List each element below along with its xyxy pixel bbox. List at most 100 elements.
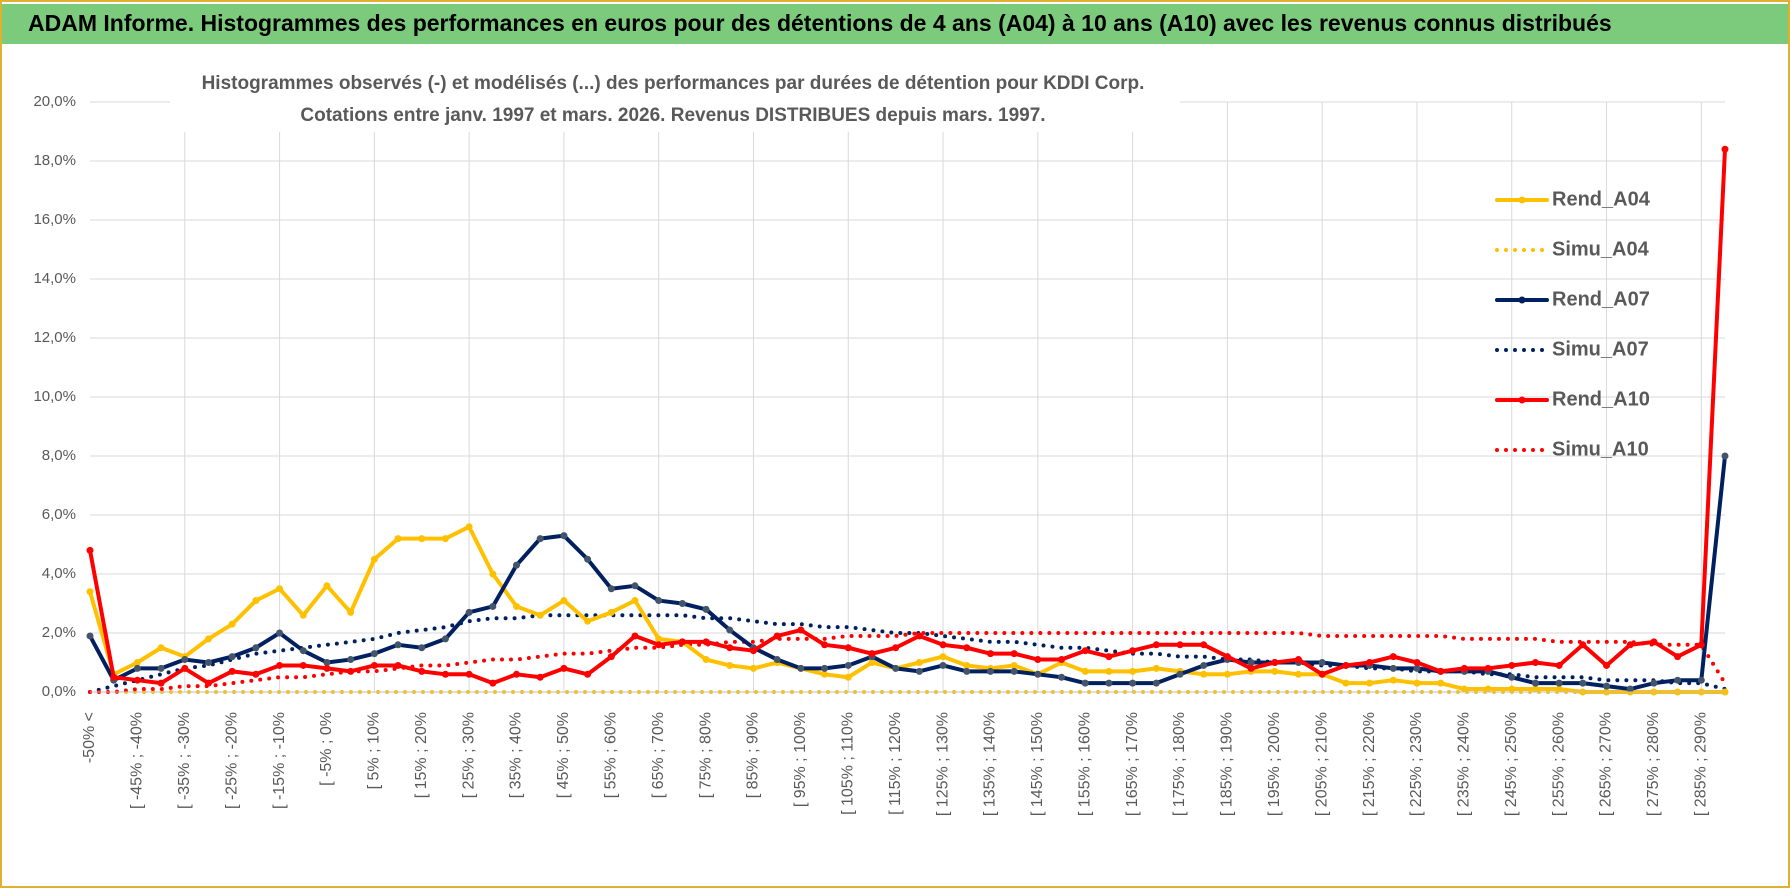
x-tick-label: [ 35% ; 40% (508, 712, 525, 798)
point (1389, 653, 1397, 661)
point (536, 535, 544, 543)
x-tick-label: [ 215% ; 220% (1361, 712, 1378, 816)
point (1105, 679, 1113, 687)
point (1200, 670, 1208, 678)
point (1200, 641, 1208, 649)
point (844, 673, 852, 681)
point (749, 647, 757, 655)
point (1413, 679, 1421, 687)
point (181, 664, 189, 672)
point (1247, 664, 1255, 672)
point (204, 659, 212, 666)
point (915, 659, 923, 666)
point (702, 656, 710, 664)
legend-label: Rend_A07 (1552, 288, 1650, 310)
x-tick-label: [ 55% ; 60% (603, 712, 620, 798)
x-tick-label: [ 205% ; 210% (1313, 712, 1330, 816)
point (1223, 670, 1231, 678)
x-tick-label: [ 175% ; 180% (1171, 712, 1188, 816)
point (394, 641, 402, 649)
x-tick-label: [ 235% ; 240% (1456, 712, 1473, 816)
point (513, 602, 521, 610)
series-line (88, 613, 1727, 694)
point (773, 632, 781, 640)
point (1034, 656, 1042, 664)
point (1366, 679, 1374, 687)
x-tick-label: [ 125% ; 130% (934, 712, 951, 816)
point (441, 635, 449, 643)
point (963, 667, 971, 675)
x-tick-label: [ 265% ; 270% (1598, 712, 1615, 816)
point (1152, 664, 1160, 672)
point (844, 661, 852, 669)
point (655, 597, 663, 605)
x-tick-label: [ 135% ; 140% (982, 712, 999, 816)
y-tick-label: 4,0% (42, 565, 76, 582)
point (726, 626, 734, 634)
point (1129, 679, 1137, 687)
point (536, 673, 544, 681)
point (157, 644, 165, 652)
point (513, 670, 521, 678)
point (228, 620, 236, 628)
point (821, 641, 829, 649)
x-tick-label: [ -15% ; -10% (271, 712, 288, 809)
point (1555, 661, 1563, 669)
point (370, 650, 378, 658)
legend-label: Simu_A07 (1552, 338, 1649, 360)
y-tick-label: 2,0% (42, 624, 76, 641)
y-tick-label: 10,0% (33, 388, 76, 405)
point (489, 602, 497, 610)
series-line (88, 147, 1727, 686)
point (1176, 670, 1184, 678)
point (1674, 676, 1682, 684)
point (1318, 670, 1326, 678)
x-tick-label: [ -45% ; -40% (129, 712, 146, 809)
point (1721, 145, 1729, 153)
x-tick-label: [ 245% ; 250% (1503, 712, 1520, 816)
point (607, 653, 615, 661)
x-tick-label: [ 15% ; 20% (413, 712, 430, 798)
point (868, 659, 876, 666)
point (1508, 661, 1516, 669)
point (1081, 679, 1089, 687)
point (394, 661, 402, 669)
point (1626, 685, 1634, 693)
point (1152, 641, 1160, 649)
y-tick-label: 20,0% (33, 93, 76, 110)
point (1271, 667, 1279, 675)
point (584, 555, 592, 563)
point (110, 673, 118, 681)
point (726, 661, 734, 669)
point (1129, 647, 1137, 655)
legend-label: Rend_A04 (1552, 188, 1651, 210)
point (1484, 664, 1492, 672)
point (939, 641, 947, 649)
point (1413, 664, 1421, 672)
x-tick-label: [ -25% ; -20% (223, 712, 240, 809)
point (1010, 667, 1018, 675)
legend-marker (1518, 296, 1526, 304)
point (1697, 641, 1705, 649)
subtitle-bg (170, 64, 1180, 132)
point (1650, 679, 1658, 687)
point (939, 661, 947, 669)
point (1294, 670, 1302, 678)
point (584, 617, 592, 625)
point (1081, 667, 1089, 675)
point (1603, 661, 1611, 669)
x-tick-label: [ 75% ; 80% (697, 712, 714, 798)
point (465, 670, 473, 678)
x-tick-label: [ 65% ; 70% (650, 712, 667, 798)
y-tick-label: 0,0% (42, 683, 76, 700)
point (1105, 653, 1113, 661)
x-tick-label: [ -35% ; -30% (176, 712, 193, 809)
x-tick-label: -50% < (81, 712, 98, 763)
point (1010, 650, 1018, 658)
y-tick-label: 6,0% (42, 506, 76, 523)
point (963, 644, 971, 652)
legend-marker (1518, 196, 1526, 204)
point (1579, 679, 1587, 687)
point (418, 667, 426, 675)
point (513, 561, 521, 569)
